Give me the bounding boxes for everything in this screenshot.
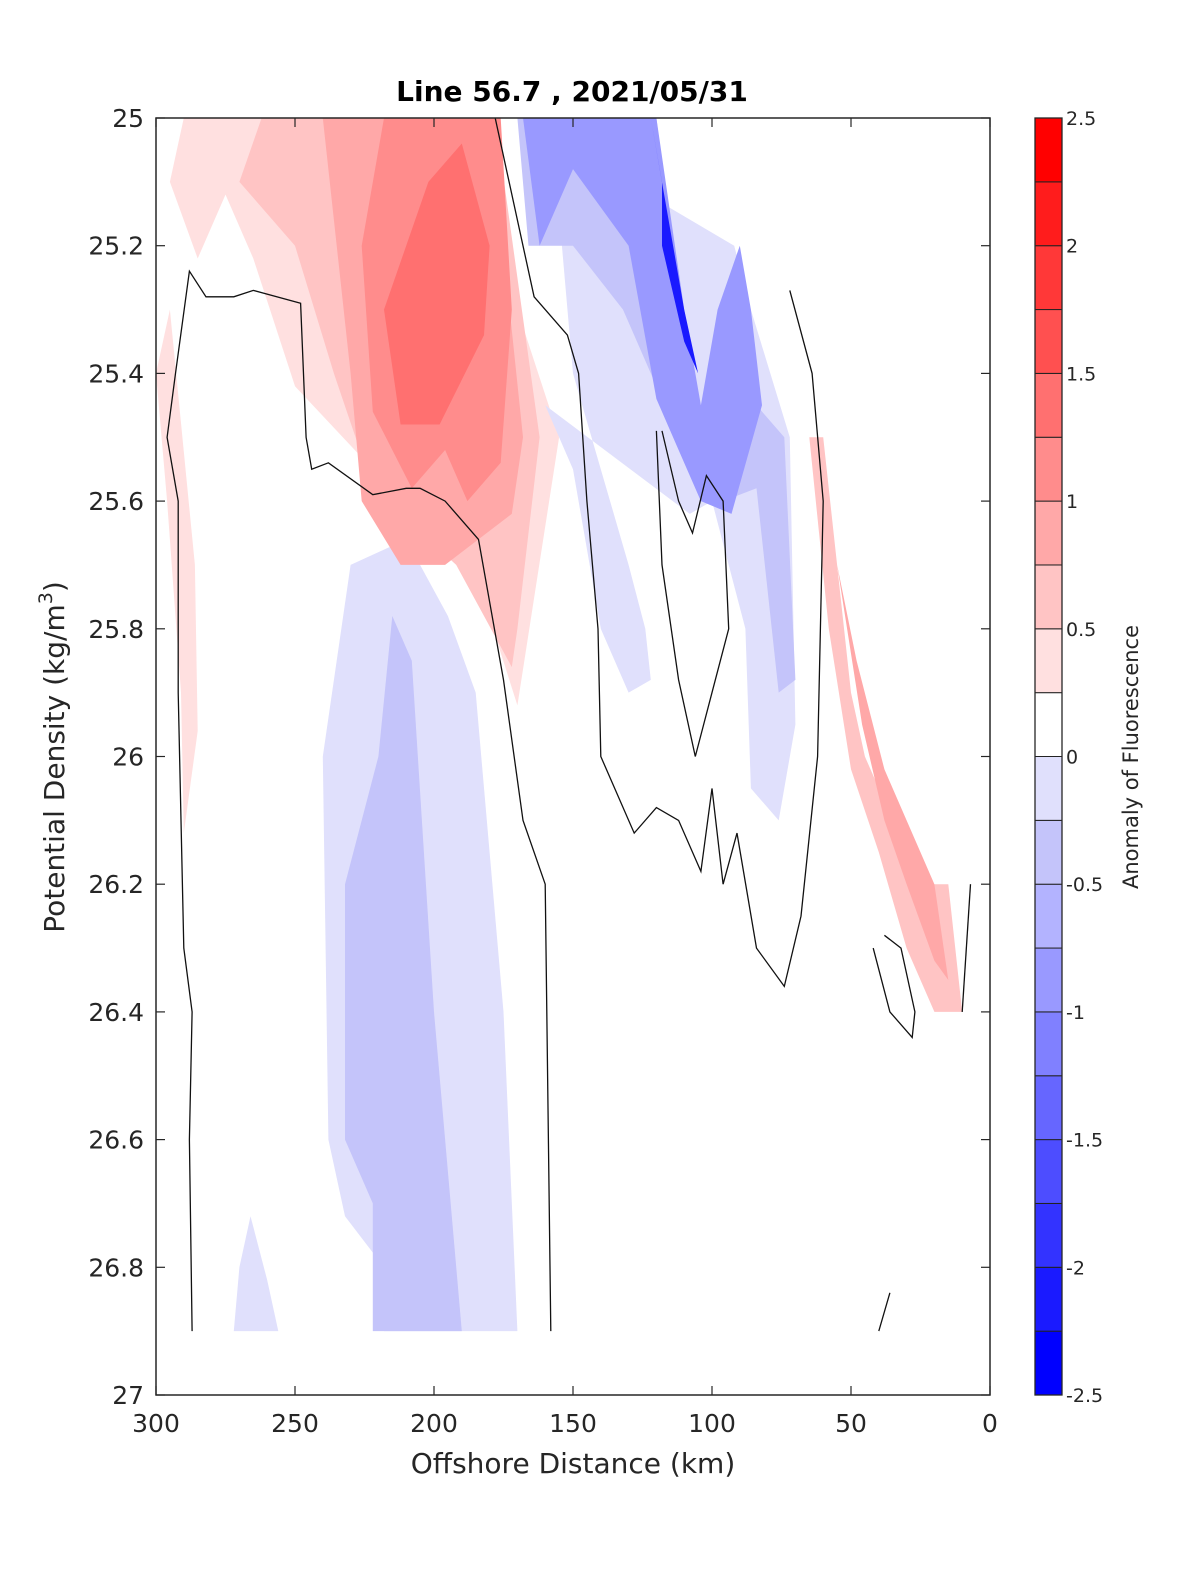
y-axis: 25 25.2 25.4 25.6 25.8 26 26.2 26.4 26.6 26.8 27 — [88, 104, 990, 1410]
colorbar-segment — [1034, 436, 1063, 502]
x-tick-label: 200 — [410, 1409, 458, 1438]
y-tick-label: 26.6 — [88, 1126, 144, 1155]
colorbar-tick-label: 1.5 — [1066, 363, 1096, 385]
small-segment-contour — [878, 1292, 891, 1332]
coast-segment-contour — [961, 884, 972, 1012]
colorbar-segment — [1034, 628, 1063, 694]
colorbar-segment — [1034, 1011, 1063, 1077]
y-tick-label: 25.8 — [88, 615, 144, 644]
x-axis: 300 250 200 150 100 50 0 — [132, 118, 998, 1438]
small-blue-tongue-region — [233, 1216, 279, 1332]
x-axis-label: Offshore Distance (km) — [411, 1447, 736, 1480]
colorbar-tick-label: 0 — [1066, 747, 1078, 769]
colorbar-label: Anomaly of Fluorescence — [1119, 625, 1143, 889]
colorbar-segment — [1034, 1075, 1063, 1141]
y-tick-label: 26.4 — [88, 998, 144, 1027]
colorbar-tick-label: 2.5 — [1066, 108, 1096, 130]
nearshore-positive-core-region — [837, 564, 949, 980]
y-axis-label-sup: 3 — [35, 592, 57, 604]
inner-loop-contour — [655, 430, 730, 757]
y-tick-label: 25.4 — [88, 359, 144, 388]
colorbar-segment — [1034, 1139, 1063, 1204]
plot-contours — [166, 117, 972, 1332]
colorbar-segment — [1034, 756, 1063, 821]
colorbar-segment — [1034, 309, 1063, 374]
y-tick-label: 27 — [112, 1381, 144, 1410]
y-tick-label: 25.6 — [88, 487, 144, 516]
colorbar-segment — [1034, 181, 1063, 247]
x-tick-label: 50 — [835, 1409, 867, 1438]
y-axis-label-main: Potential Density (kg/m — [38, 604, 71, 933]
colorbar-frame — [1034, 117, 1063, 1396]
x-tick-label: 100 — [688, 1409, 736, 1438]
colorbar-tick-label: 1 — [1066, 491, 1078, 513]
western-zero-contour — [166, 269, 552, 1332]
colorbar-segment — [1034, 117, 1063, 183]
colorbar-segment — [1034, 883, 1063, 949]
y-tick-label: 25 — [112, 104, 144, 133]
positive-anomaly-core-region — [384, 143, 490, 425]
mid-blue-column-inner-region — [345, 616, 462, 1332]
y-axis-label: Potential Density (kg/m3) — [35, 581, 71, 933]
colorbar-segment — [1034, 245, 1063, 311]
western-positive-strip-region — [156, 309, 198, 834]
colorbar-tick-label: -2.5 — [1066, 1385, 1103, 1407]
blue-upper-band-region — [523, 118, 762, 514]
x-tick-label: 150 — [549, 1409, 597, 1438]
colorbar-segment — [1034, 1266, 1063, 1332]
colorbar-tick-label: -1.5 — [1066, 1130, 1103, 1152]
eastern-loop-contour — [872, 934, 916, 1039]
y-tick-label: 26 — [112, 743, 144, 772]
x-tick-label: 300 — [132, 1409, 180, 1438]
colorbar-segment — [1034, 564, 1063, 630]
y-tick-label: 25.2 — [88, 232, 144, 261]
y-tick-label: 26.2 — [88, 870, 144, 899]
main-zero-contour — [494, 117, 824, 988]
colorbar-segment — [1034, 1330, 1063, 1396]
colorbar-segment — [1034, 372, 1063, 438]
blue-outer-band-region — [517, 118, 796, 693]
colorbar: 2.5 2 1.5 1 0.5 0 -0.5 -1 -1.5 -2 -2.5 — [1034, 108, 1103, 1407]
colorbar-segment — [1034, 692, 1063, 758]
y-axis-label-end: ) — [38, 581, 71, 592]
x-tick-label: 0 — [982, 1409, 998, 1438]
x-tick-label: 250 — [271, 1409, 319, 1438]
colorbar-segment — [1034, 947, 1063, 1013]
colorbar-tick-label: -2 — [1066, 1257, 1085, 1279]
plot-fills — [156, 118, 963, 1332]
colorbar-tick-label: -1 — [1066, 1002, 1085, 1024]
y-tick-label: 26.8 — [88, 1253, 144, 1282]
nearshore-positive-band-region — [809, 437, 963, 1012]
chart-title: Line 56.7 , 2021/05/31 — [396, 75, 748, 108]
colorbar-segment — [1034, 819, 1063, 885]
colorbar-tick-label: 2 — [1066, 236, 1078, 258]
colorbar-segment — [1034, 1202, 1063, 1268]
colorbar-segment — [1034, 500, 1063, 566]
colorbar-tick-label: 0.5 — [1066, 619, 1096, 641]
colorbar-tick-label: -0.5 — [1066, 874, 1103, 896]
